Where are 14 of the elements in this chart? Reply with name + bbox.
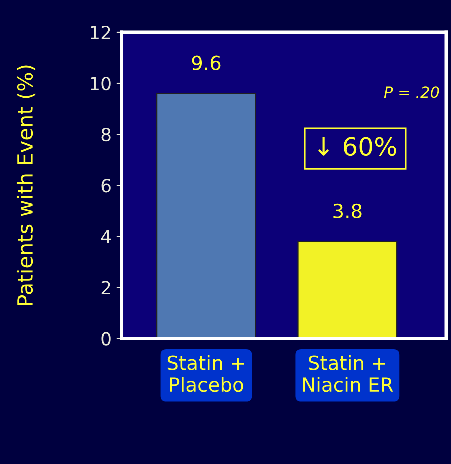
- y-tick-label: 2: [102, 281, 110, 295]
- y-tick-label: 6: [102, 179, 111, 193]
- y-tick-label: 0: [102, 332, 111, 346]
- annotation: ↓ 60%: [318, 137, 396, 156]
- x-tick-label: Statin + Niacin ER: [303, 355, 394, 392]
- data-label: 9.6: [192, 56, 221, 71]
- y-tick-label: 8: [102, 128, 111, 142]
- annotation: P = .20: [384, 86, 440, 98]
- y-tick-label: 4: [101, 230, 112, 244]
- data-label: 3.8: [334, 204, 362, 219]
- y-tick-label: 12: [91, 26, 110, 40]
- y-axis-title: Patients with Event (%): [16, 66, 36, 306]
- x-tick-label: Statin + Placebo: [168, 355, 244, 392]
- y-tick-label: 10: [91, 76, 111, 91]
